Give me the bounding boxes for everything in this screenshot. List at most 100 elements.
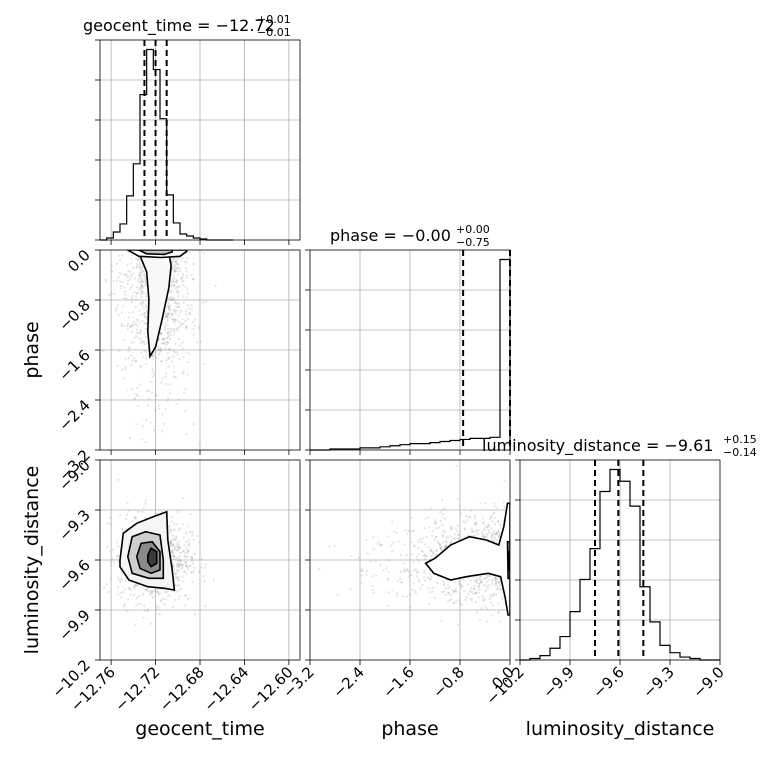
scatter-point [184,325,188,329]
scatter-point [440,523,444,527]
scatter-point [191,580,194,584]
scatter-point [177,564,181,567]
scatter-point [435,535,438,539]
scatter-point [196,534,199,538]
scatter-point [372,588,375,591]
scatter-point [170,312,173,315]
scatter-point [459,602,462,605]
scatter-point [180,323,183,326]
scatter-point [499,588,502,592]
scatter-point [151,391,154,394]
scatter-point [376,542,379,546]
scatter-point [143,312,147,315]
scatter-point [464,528,467,531]
scatter-point [481,599,485,602]
scatter-point [452,590,455,594]
scatter-point [399,553,403,556]
scatter-point [431,534,434,537]
scatter-point [170,550,173,553]
x-tick-label-geocent_time: −12.64 [200,663,252,715]
scatter-point [124,518,127,521]
scatter-point [190,556,193,559]
scatter-point [181,580,185,583]
scatter-point [181,283,185,287]
scatter-point [126,322,130,325]
scatter-point [115,555,119,558]
scatter-point [155,512,158,515]
scatter-point [449,541,452,544]
scatter-point [496,530,499,533]
scatter-point [164,321,167,324]
scatter-point [184,285,187,288]
scatter-point [116,304,119,307]
scatter-point [169,541,172,544]
scatter-point [163,603,166,606]
scatter-point [439,543,442,546]
scatter-point [485,620,488,623]
title-phase-sub: −0.75 [456,236,490,249]
scatter-point [487,578,491,582]
scatter-point [181,341,184,344]
scatter-point [167,330,170,334]
scatter-point [182,550,186,553]
scatter-point [490,614,493,617]
scatter-point [141,356,145,359]
scatter-point [176,302,179,305]
scatter-point [127,279,130,283]
scatter-point [182,536,185,539]
scatter-point [471,592,475,596]
scatter-point [141,278,144,281]
contour-layer [119,250,510,616]
scatter-point [167,301,171,304]
scatter-point [328,545,331,548]
scatter-point [204,563,207,566]
scatter-point [155,608,158,611]
scatter-point [181,522,184,526]
scatter-point [492,513,495,516]
scatter-point [473,534,476,537]
scatter-point [129,274,132,277]
scatter-point [134,623,137,626]
scatter-point [130,275,133,278]
scatter-point [173,555,177,558]
scatter-point [463,527,466,530]
scatter-point [405,533,409,536]
scatter-point [175,309,178,312]
scatter-point [172,543,175,546]
scatter-point [175,270,178,273]
scatter-point [115,262,118,265]
scatter-point [136,285,139,289]
scatter-point [124,579,127,582]
scatter-point [185,351,188,354]
scatter-point [142,616,145,619]
scatter-point [431,586,434,589]
scatter-point [178,358,181,361]
scatter-point [191,278,195,281]
scatter-point [104,280,107,283]
scatter-point [479,575,482,578]
scatter-point [173,310,176,313]
scatter-point [176,562,179,565]
scatter-point [147,590,150,593]
scatter-point [179,562,182,566]
scatter-point [369,560,372,563]
scatter-point [104,278,107,281]
scatter-point [456,524,459,527]
scatter-point [169,529,172,532]
scatter-point [410,541,413,544]
scatter-point [185,274,189,277]
scatter-point [133,586,136,589]
scatter-point [497,581,500,584]
scatter-point [396,580,400,583]
scatter-point [173,598,176,602]
scatter-point [417,580,420,583]
scatter-point [450,535,453,538]
scatter-point [419,587,422,590]
scatter-point [183,391,186,394]
scatter-point [365,573,368,576]
scatter-point [164,383,168,386]
scatter-point [158,347,161,350]
scatter-point [434,521,437,524]
scatter-point [136,386,139,389]
scatter-point [336,593,339,596]
